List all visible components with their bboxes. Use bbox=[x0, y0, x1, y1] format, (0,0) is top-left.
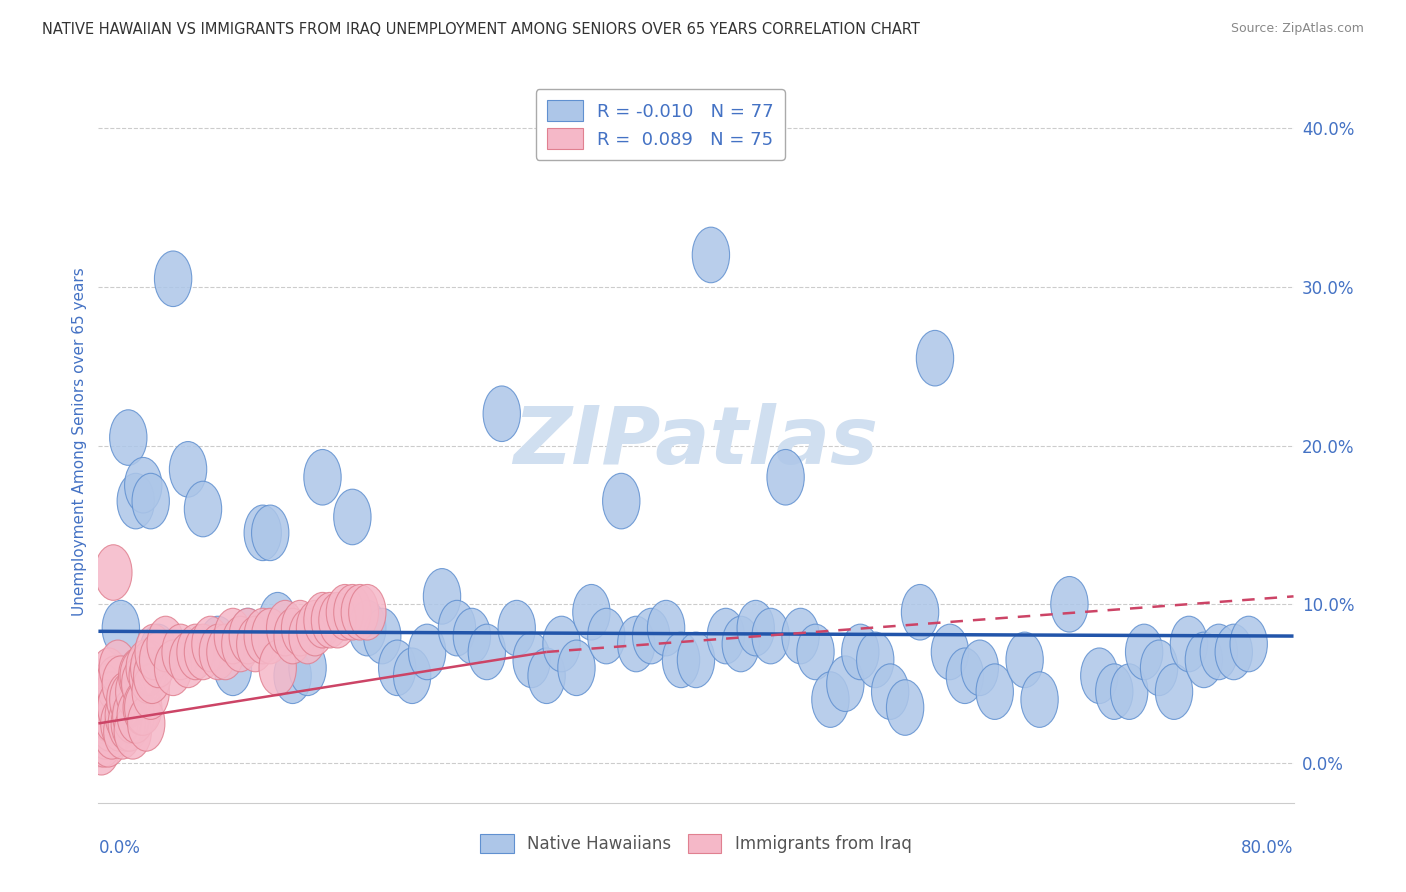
Text: Source: ZipAtlas.com: Source: ZipAtlas.com bbox=[1230, 22, 1364, 36]
Text: 80.0%: 80.0% bbox=[1241, 838, 1294, 857]
Text: NATIVE HAWAIIAN VS IMMIGRANTS FROM IRAQ UNEMPLOYMENT AMONG SENIORS OVER 65 YEARS: NATIVE HAWAIIAN VS IMMIGRANTS FROM IRAQ … bbox=[42, 22, 920, 37]
Legend: Native Hawaiians, Immigrants from Iraq: Native Hawaiians, Immigrants from Iraq bbox=[474, 827, 918, 860]
Text: ZIPatlas: ZIPatlas bbox=[513, 402, 879, 481]
Y-axis label: Unemployment Among Seniors over 65 years: Unemployment Among Seniors over 65 years bbox=[72, 268, 87, 615]
Text: 0.0%: 0.0% bbox=[98, 838, 141, 857]
